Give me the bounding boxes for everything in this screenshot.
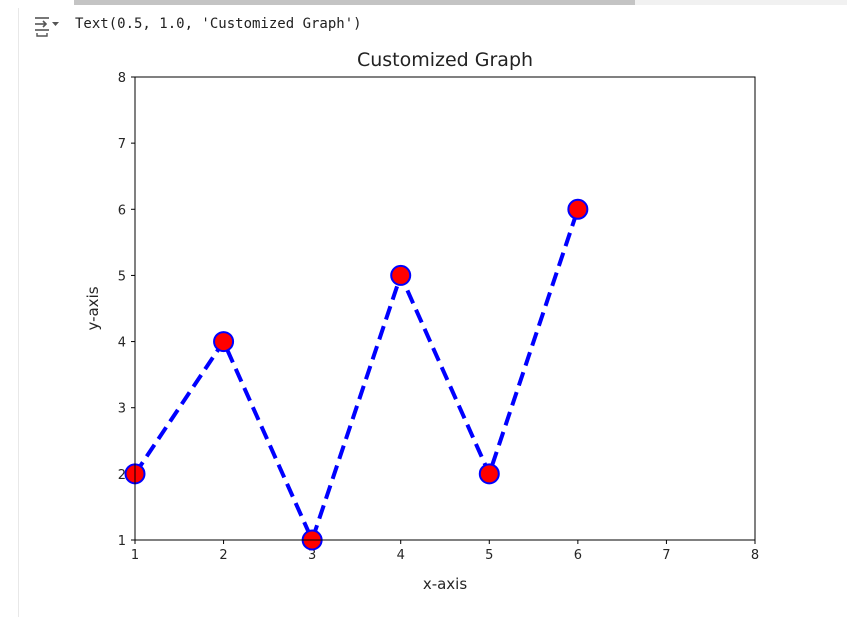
chart-title: Customized Graph <box>357 49 533 71</box>
horizontal-scrollbar-thumb[interactable] <box>74 0 635 5</box>
x-tick-label: 5 <box>485 548 493 563</box>
x-tick-label: 8 <box>751 548 759 563</box>
cell-divider <box>18 8 19 617</box>
y-tick-label: 1 <box>118 534 126 549</box>
x-tick-label: 3 <box>308 548 316 563</box>
data-point <box>390 264 412 286</box>
data-point <box>213 331 235 353</box>
data-point <box>478 463 500 485</box>
x-tick-label: 2 <box>219 548 227 563</box>
output-text: Text(0.5, 1.0, 'Customized Graph') <box>75 16 362 32</box>
x-tick-label: 4 <box>397 548 405 563</box>
x-axis-label: x-axis <box>423 575 468 593</box>
y-tick-label: 8 <box>118 71 126 86</box>
y-tick-label: 4 <box>118 336 126 351</box>
data-point <box>567 198 589 220</box>
x-tick-label: 7 <box>662 548 670 563</box>
y-tick-label: 3 <box>118 402 126 417</box>
y-tick-label: 2 <box>118 468 126 483</box>
x-tick-label: 6 <box>574 548 582 563</box>
output-toggle-icon[interactable] <box>33 15 61 39</box>
series-line <box>133 208 580 546</box>
y-tick-label: 7 <box>118 137 126 152</box>
y-tick-label: 6 <box>118 203 126 218</box>
x-tick-label: 1 <box>131 548 139 563</box>
plot-frame <box>134 76 756 541</box>
y-axis-label: y-axis <box>84 286 102 330</box>
y-tick-label: 5 <box>118 269 126 284</box>
